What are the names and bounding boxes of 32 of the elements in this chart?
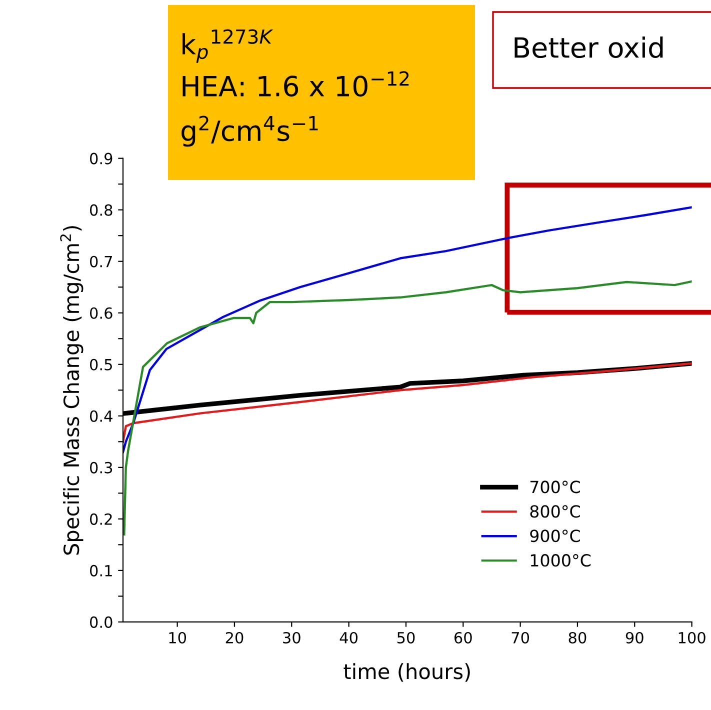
x-tick-label: 70 [512, 632, 530, 644]
y-tick-label: 0.8 [90, 204, 112, 216]
line-series [123, 362, 692, 443]
y-tick-label: 0.6 [90, 307, 112, 319]
x-tick-label: 100 [678, 632, 706, 644]
legend-label: 700°C [530, 480, 580, 494]
line-series [123, 206, 692, 454]
y-tick-label: 0.3 [90, 462, 112, 474]
x-tick-label: 60 [454, 632, 472, 644]
y-tick-label: 0.9 [90, 152, 112, 164]
y-tick-label: 0.7 [90, 256, 112, 268]
x-tick-label: 80 [568, 632, 586, 644]
x-axis-title: time (hours) [344, 663, 470, 682]
x-tick-label: 30 [283, 632, 300, 644]
legend-label: 1000°C [530, 554, 591, 567]
x-tick-label: 20 [226, 632, 244, 644]
text: g$^{2}$/cm$^{4}$s$^{−1}$ [182, 116, 318, 147]
y-tick-label: 0.2 [90, 513, 112, 525]
x-tick-label: 40 [340, 632, 358, 644]
legend-label: 800°C [530, 505, 580, 518]
y-tick-label: 0.1 [90, 564, 112, 576]
x-tick-label: 10 [169, 632, 186, 644]
x-tick-label: 90 [626, 632, 644, 644]
text: Better oxid [514, 36, 663, 58]
legend-label: 900°C [530, 530, 580, 542]
y-tick-label: 0.0 [90, 616, 112, 628]
y-tick-label: 0.4 [90, 410, 112, 422]
text: k$_{p}$$^{1273K}$ [182, 29, 274, 63]
y-axis-title: Specific Mass Change (mg/cm$^{2}$) [60, 226, 84, 555]
y-tick-label: 0.5 [90, 358, 112, 370]
text: HEA: 1.6 x 10$^{−12}$ [182, 71, 409, 97]
x-tick-label: 50 [397, 632, 415, 644]
